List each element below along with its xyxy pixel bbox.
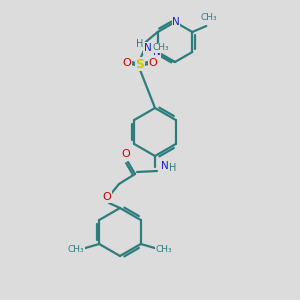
Text: O: O (122, 149, 130, 159)
Text: CH₃: CH₃ (200, 14, 217, 22)
Text: O: O (148, 58, 157, 68)
Text: CH₃: CH₃ (153, 44, 169, 52)
Text: H: H (136, 39, 143, 49)
Text: CH₃: CH₃ (68, 244, 85, 253)
Text: O: O (103, 192, 111, 202)
Text: N: N (144, 43, 152, 53)
Text: CH₃: CH₃ (155, 244, 172, 253)
Text: N: N (161, 161, 169, 171)
Text: S: S (135, 58, 144, 70)
Text: N: N (153, 47, 160, 57)
Text: O: O (122, 58, 131, 68)
Text: N: N (172, 17, 180, 27)
Text: H: H (169, 163, 177, 173)
